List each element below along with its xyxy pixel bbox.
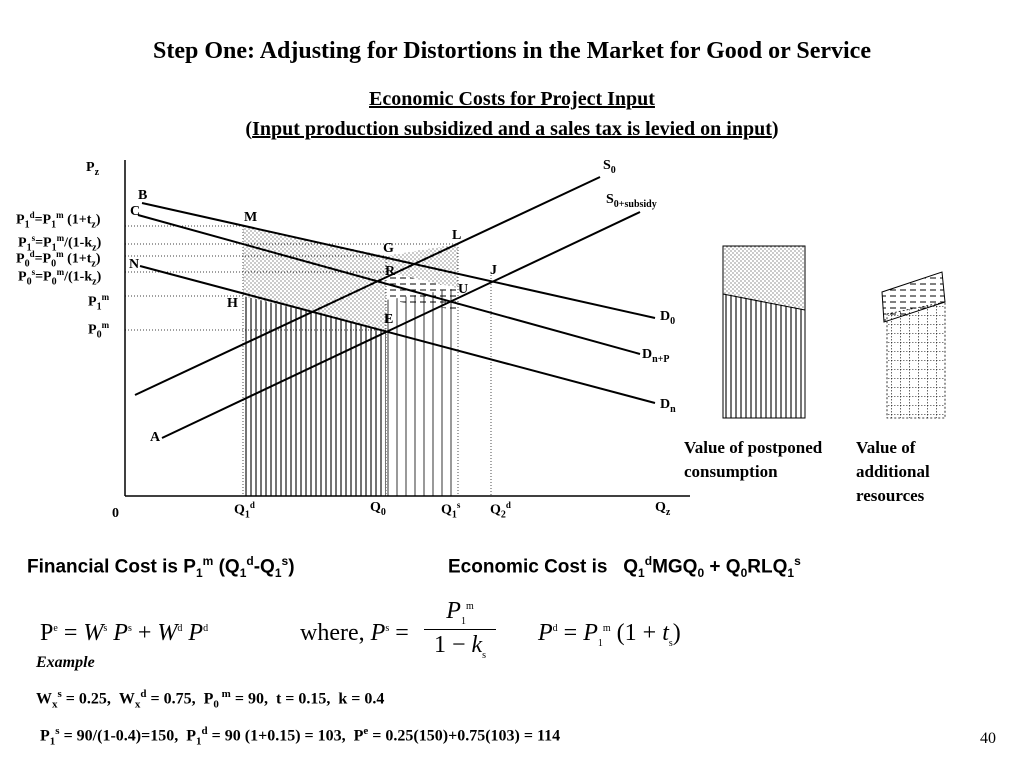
qty-label-q1d: Q1d [234,500,255,521]
example-heading: Example [36,654,95,671]
x-axis-label: Qz [655,500,671,518]
postponed-consumption-box [722,245,806,419]
economic-cost-statement: Economic Cost is Q1dMGQ0 + Q0RLQ1s [448,554,801,581]
point-label-u: U [458,282,469,297]
slide-title: Step One: Adjusting for Distortions in t… [153,38,871,64]
price-label-p1m: P1m [88,292,110,313]
curve-label-s0-subsidy: S0+subsidy [606,192,657,210]
price-label-p1s: P1s=P1m/(1-kz) [18,233,102,254]
qty-label-q0: Q0 [370,500,386,518]
price-label-p0d: P0d=P0m (1+tz) [16,249,101,270]
demand-curve-dn-p [137,214,641,355]
supply-curve-s0 [134,176,601,396]
qty-label-q1s: Q1s [441,500,461,521]
subtitle-economic-costs: Economic Costs for Project Input [0,88,1024,111]
point-label-b: B [138,188,148,203]
example-line-2: P1s = 90/(1-0.4)=150, P1d = 90 (1+0.15) … [40,725,561,748]
subtitle-condition: (Input production subsidized and a sales… [0,118,1024,141]
price-label-p0s: P0s=P0m/(1-kz) [18,267,102,288]
demand-curve-dn [139,265,656,404]
fraction-numerator: P1m [446,598,474,627]
curve-label-s0: S0 [603,158,616,176]
additional-resources-box [881,271,946,419]
subtitle-2-text: Input production subsidized and a sales … [252,118,772,140]
financial-cost-statement: Financial Cost is P1m (Q1d-Q1s) [27,554,295,581]
fraction-bar [424,628,496,630]
point-label-g: G [383,241,394,256]
y-axis-label: Pz [86,160,100,178]
area-q0-e-u-q1s [386,288,458,496]
point-label-n: N [129,257,140,272]
subtitle-open-paren: ( [245,118,253,140]
qty-label-q2d: Q2d [490,500,511,521]
point-label-r: R [385,264,396,279]
guide-lines [125,225,492,496]
curve-label-dn: Dn [660,397,676,415]
demand-curve-d0 [141,202,656,319]
page-number: 40 [980,730,996,747]
formula-pd: Pd = P1m (1 + ts) [538,620,681,649]
point-label-j: J [490,263,497,278]
formula-pe: Pe = Ws Ps + Wd Pd [40,620,209,646]
caption-postponed-consumption: Value of postponed consumption [684,438,823,481]
origin-label: 0 [112,506,119,521]
caption-additional-resources: Value of additional resources [856,438,930,505]
point-label-l: L [452,228,462,243]
curve-label-d0: D0 [660,309,676,327]
area-q1d-h-e-q0 [243,296,386,496]
formula-ps-fraction: P1m 1 − ks [420,598,500,661]
subtitle-close-paren: ) [771,118,779,140]
price-label-p1d: P1d=P1m (1+tz) [16,210,101,231]
fraction-denominator: 1 − ks [433,631,487,661]
example-line-1: Wxs = 0.25, Wxd = 0.75, P0 m = 90, t = 0… [36,688,385,711]
supply-curve-s0-subsidy [161,211,641,439]
point-label-a: A [150,430,161,445]
price-label-p0m: P0m [88,320,110,341]
point-label-e: E [384,312,394,327]
formula-where-label: where, Ps = [300,620,409,646]
point-label-c: C [130,204,141,219]
curve-label-dn-p: Dn+P [642,347,670,365]
point-label-h: H [227,296,238,311]
point-label-m: M [244,210,258,225]
area-m-g-e-h [243,226,386,330]
subtitle-1-text: Economic Costs for Project Input [369,88,655,110]
